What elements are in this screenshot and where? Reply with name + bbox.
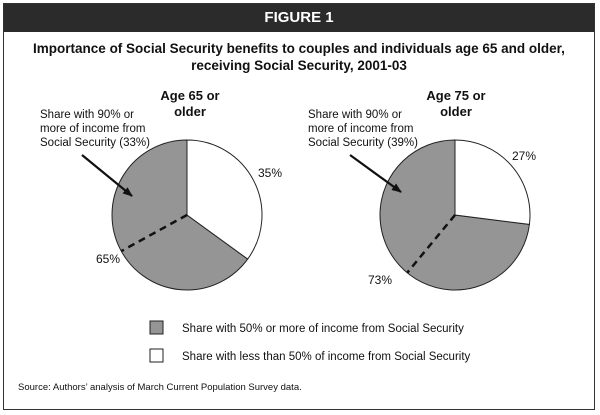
chart-title-line-2: receiving Social Security, 2001-03 — [191, 58, 407, 73]
pie-label-age-75-white: 27% — [512, 149, 536, 163]
legend-swatch-grey — [149, 320, 164, 335]
pie-divider-age-65-90-percent-share — [120, 213, 188, 253]
annotation-age-65-line-2: more of income from — [40, 123, 145, 135]
pie-label-age-65-grey: 65% — [96, 252, 120, 266]
annotation-arrow-age-75 — [349, 154, 402, 193]
annotation-age-75-line-3: Social Security (39%) — [308, 137, 418, 149]
annotation-arrow-age-65 — [81, 154, 133, 197]
source-note: Source: Authors’ analysis of March Curre… — [18, 382, 302, 393]
pie-group-age-75: Age 75 or older 73% 27% Share with 90% o… — [308, 88, 536, 291]
pie-slice-age-65-less-than-50-percent — [186, 139, 263, 260]
annotation-age-65-line-1: Share with 90% or — [40, 109, 134, 121]
legend-swatch-white — [149, 348, 164, 363]
pie-title-age-65-line-1: Age 65 or — [160, 88, 219, 103]
chart-title: Importance of Social Security benefits t… — [4, 40, 594, 74]
annotation-age-75-line-1: Share with 90% or — [308, 109, 402, 121]
pie-label-age-75-grey: 73% — [368, 273, 392, 287]
pie-divider-age-75-90-percent-share — [406, 214, 456, 274]
pie-slice-age-75-less-than-50-percent — [454, 139, 531, 225]
pie-label-age-65-white: 35% — [258, 166, 282, 180]
legend-label-white: Share with less than 50% of income from … — [182, 351, 471, 363]
pie-group-age-65: Age 65 or older 65% 35% Share with 90% o… — [40, 88, 282, 291]
legend: Share with 50% or more of income from So… — [149, 320, 471, 363]
pie-title-age-65-line-2: older — [174, 104, 206, 119]
pie-title-age-75-line-1: Age 75 or — [426, 88, 485, 103]
annotation-age-75-line-2: more of income from — [308, 123, 413, 135]
annotation-age-65-line-3: Social Security (33%) — [40, 137, 150, 149]
pie-slice-age-65-50-percent-or-more — [111, 139, 249, 291]
chart-title-line-1: Importance of Social Security benefits t… — [33, 41, 565, 56]
figure-label: FIGURE 1 — [4, 4, 594, 32]
pie-title-age-75-line-2: older — [440, 104, 472, 119]
legend-label-grey: Share with 50% or more of income from So… — [182, 323, 464, 335]
